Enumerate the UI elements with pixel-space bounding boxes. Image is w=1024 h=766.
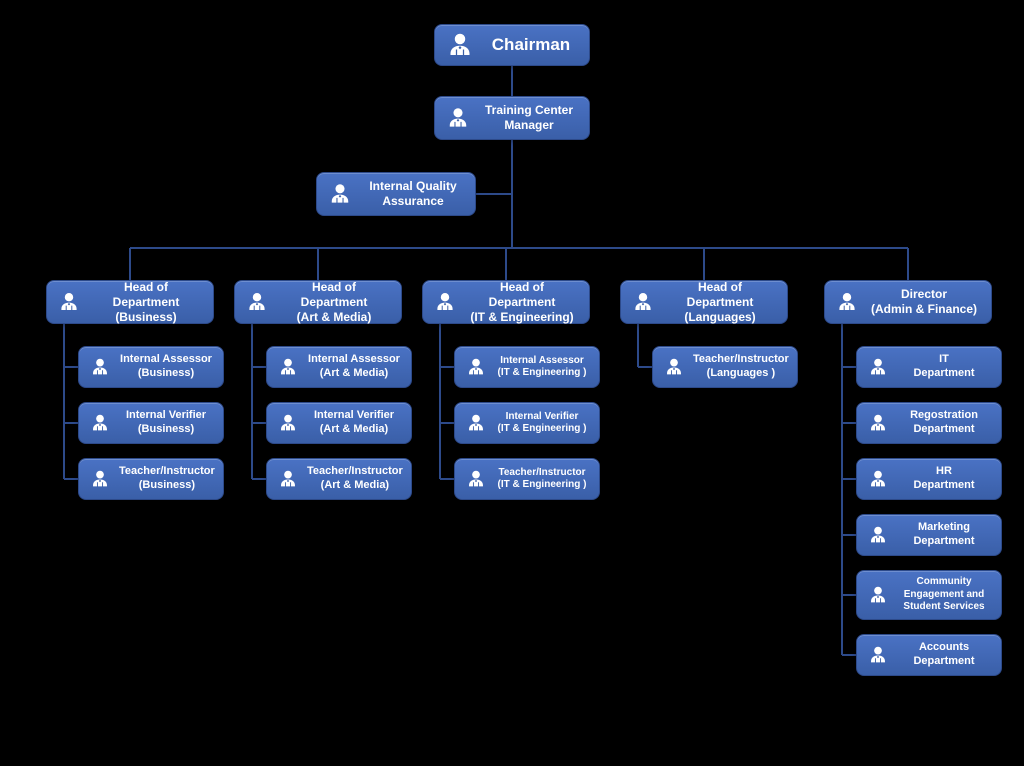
- org-node-label: Teacher/Instructor(IT & Engineering ): [495, 467, 589, 492]
- person-icon: [245, 290, 269, 314]
- org-node-tcm: Training CenterManager: [434, 96, 590, 140]
- org-node-label: Director(Admin & Finance): [867, 287, 981, 317]
- org-node-label: HRDepartment: [897, 465, 991, 493]
- org-node-lang_ti: Teacher/Instructor(Languages ): [652, 346, 798, 388]
- person-icon: [433, 290, 457, 314]
- org-node-label: Teacher/Instructor(Art & Media): [307, 465, 403, 493]
- person-icon: [867, 644, 889, 666]
- person-icon: [663, 356, 685, 378]
- org-node-art_iv: Internal Verifier(Art & Media): [266, 402, 412, 444]
- person-icon: [277, 468, 299, 490]
- org-node-label: Internal Assessor(Art & Media): [307, 353, 401, 381]
- org-node-hod_it: Head of Department(IT & Engineering): [422, 280, 590, 324]
- org-node-label: Internal QualityAssurance: [361, 179, 465, 209]
- person-icon: [465, 356, 487, 378]
- org-node-hod_lang: Head of Department(Languages): [620, 280, 788, 324]
- org-node-it_ia: Internal Assessor(IT & Engineering ): [454, 346, 600, 388]
- org-node-it_ti: Teacher/Instructor(IT & Engineering ): [454, 458, 600, 500]
- org-node-label: Head of Department(Languages): [663, 280, 777, 325]
- org-node-label: Internal Verifier(Business): [119, 409, 213, 437]
- person-icon: [445, 105, 471, 131]
- org-node-label: Head of Department(Art & Media): [277, 280, 391, 325]
- org-node-label: Internal Assessor(IT & Engineering ): [495, 355, 589, 380]
- org-node-dir_af: Director(Admin & Finance): [824, 280, 992, 324]
- person-icon: [57, 290, 81, 314]
- person-icon: [867, 412, 889, 434]
- org-node-label: MarketingDepartment: [897, 521, 991, 549]
- org-node-label: Head of Department(Business): [89, 280, 203, 325]
- person-icon: [465, 468, 487, 490]
- person-icon: [277, 356, 299, 378]
- org-node-bus_ia: Internal Assessor(Business): [78, 346, 224, 388]
- person-icon: [835, 290, 859, 314]
- org-node-af_reg: RegostrationDepartment: [856, 402, 1002, 444]
- org-node-label: Head of Department(IT & Engineering): [465, 280, 579, 325]
- org-node-label: Internal Assessor(Business): [119, 353, 213, 381]
- org-node-af_ces: CommunityEngagement andStudent Services: [856, 570, 1002, 620]
- org-node-af_mkt: MarketingDepartment: [856, 514, 1002, 556]
- org-node-art_ia: Internal Assessor(Art & Media): [266, 346, 412, 388]
- org-node-label: Internal Verifier(Art & Media): [307, 409, 401, 437]
- person-icon: [89, 356, 111, 378]
- org-node-label: Training CenterManager: [479, 103, 579, 133]
- org-node-it_iv: Internal Verifier(IT & Engineering ): [454, 402, 600, 444]
- org-node-af_acc: AccountsDepartment: [856, 634, 1002, 676]
- org-node-hod_bus: Head of Department(Business): [46, 280, 214, 324]
- person-icon: [867, 524, 889, 546]
- org-node-af_it: ITDepartment: [856, 346, 1002, 388]
- person-icon: [445, 30, 475, 60]
- org-node-chairman: Chairman: [434, 24, 590, 66]
- org-node-iqa: Internal QualityAssurance: [316, 172, 476, 216]
- person-icon: [327, 181, 353, 207]
- person-icon: [89, 468, 111, 490]
- org-node-hod_art: Head of Department(Art & Media): [234, 280, 402, 324]
- org-node-label: Teacher/Instructor(Business): [119, 465, 215, 493]
- org-node-af_hr: HRDepartment: [856, 458, 1002, 500]
- person-icon: [867, 468, 889, 490]
- org-node-label: Chairman: [483, 34, 579, 55]
- org-node-label: Teacher/Instructor(Languages ): [693, 353, 789, 381]
- org-node-bus_iv: Internal Verifier(Business): [78, 402, 224, 444]
- person-icon: [89, 412, 111, 434]
- person-icon: [631, 290, 655, 314]
- person-icon: [465, 412, 487, 434]
- org-node-bus_ti: Teacher/Instructor(Business): [78, 458, 224, 500]
- person-icon: [277, 412, 299, 434]
- person-icon: [867, 356, 889, 378]
- person-icon: [867, 584, 889, 606]
- org-node-label: RegostrationDepartment: [897, 409, 991, 437]
- org-node-label: Internal Verifier(IT & Engineering ): [495, 411, 589, 436]
- org-node-label: AccountsDepartment: [897, 641, 991, 669]
- org-node-label: ITDepartment: [897, 353, 991, 381]
- org-node-art_ti: Teacher/Instructor(Art & Media): [266, 458, 412, 500]
- org-node-label: CommunityEngagement andStudent Services: [897, 576, 991, 614]
